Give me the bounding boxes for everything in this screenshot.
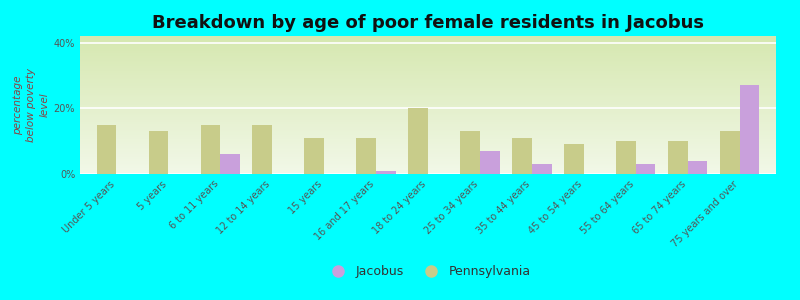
Bar bbox=[564, 144, 584, 174]
Bar bbox=[668, 141, 688, 174]
Bar bbox=[512, 138, 532, 174]
Bar bbox=[304, 138, 324, 174]
Bar bbox=[220, 154, 240, 174]
Bar bbox=[460, 131, 480, 174]
Bar bbox=[616, 141, 636, 174]
Bar bbox=[149, 131, 168, 174]
Bar bbox=[376, 171, 396, 174]
Bar bbox=[356, 138, 376, 174]
Bar bbox=[97, 125, 116, 174]
Title: Breakdown by age of poor female residents in Jacobus: Breakdown by age of poor female resident… bbox=[152, 14, 704, 32]
Legend: Jacobus, Pennsylvania: Jacobus, Pennsylvania bbox=[320, 260, 536, 283]
Bar bbox=[532, 164, 552, 174]
Bar bbox=[480, 151, 500, 174]
Bar bbox=[720, 131, 740, 174]
Bar bbox=[688, 161, 707, 174]
Y-axis label: percentage
below poverty
level: percentage below poverty level bbox=[13, 68, 50, 142]
Bar bbox=[201, 125, 220, 174]
Bar bbox=[253, 125, 272, 174]
Bar bbox=[636, 164, 655, 174]
Bar bbox=[740, 85, 759, 174]
Bar bbox=[408, 108, 428, 174]
